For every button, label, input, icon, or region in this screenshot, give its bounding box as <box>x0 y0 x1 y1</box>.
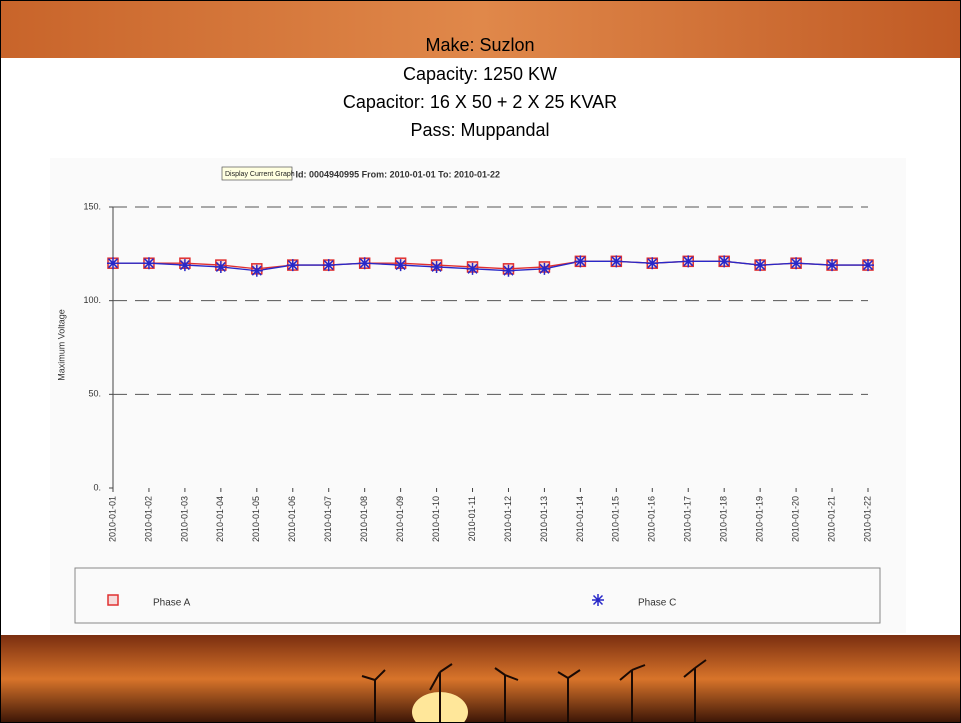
legend-label: Phase C <box>638 598 676 609</box>
data-point <box>790 257 802 269</box>
x-tick-label: 2010-01-06 <box>287 496 297 542</box>
x-tick-label: 2010-01-03 <box>179 496 189 542</box>
legend-marker <box>108 595 118 605</box>
legend-label: Phase A <box>153 598 191 609</box>
x-tick-label: 2010-01-01 <box>107 496 117 542</box>
y-tick-label: 0. <box>93 482 101 492</box>
y-axis-label: Maximum Voltage <box>56 309 66 381</box>
data-point <box>754 259 766 271</box>
data-point <box>682 255 694 267</box>
data-point <box>646 257 658 269</box>
data-point <box>107 257 119 269</box>
x-tick-label: 2010-01-14 <box>575 496 585 542</box>
data-point <box>215 261 227 273</box>
data-point <box>610 255 622 267</box>
data-point <box>502 265 514 277</box>
slide-line: Capacity: 1250 KW <box>403 64 557 84</box>
footer-image <box>0 635 961 723</box>
data-point <box>395 259 407 271</box>
x-tick-label: 2010-01-18 <box>719 496 729 542</box>
x-tick-label: 2010-01-17 <box>683 496 693 542</box>
data-point <box>143 257 155 269</box>
data-point <box>287 259 299 271</box>
x-tick-label: 2010-01-22 <box>862 496 872 542</box>
data-point <box>718 255 730 267</box>
y-tick-label: 50. <box>88 389 101 399</box>
slide-line: Capacitor: 16 X 50 + 2 X 25 KVAR <box>343 92 617 112</box>
data-point <box>574 255 586 267</box>
x-tick-label: 2010-01-19 <box>755 496 765 542</box>
tooltip: Display Current Graph <box>225 171 295 178</box>
data-point <box>862 259 874 271</box>
slide-line: Make: Suzlon <box>425 35 534 55</box>
data-point <box>251 265 263 277</box>
data-point <box>359 257 371 269</box>
x-tick-label: 2010-01-13 <box>539 496 549 542</box>
x-tick-label: 2010-01-20 <box>790 496 800 542</box>
data-point <box>538 263 550 275</box>
data-point <box>826 259 838 271</box>
y-tick-label: 150. <box>83 201 101 211</box>
x-tick-label: 2010-01-12 <box>503 496 513 542</box>
x-tick-label: 2010-01-09 <box>395 496 405 542</box>
data-point <box>431 261 443 273</box>
y-tick-label: 100. <box>83 295 101 305</box>
data-point <box>179 259 191 271</box>
x-tick-label: 2010-01-04 <box>215 496 225 542</box>
chart-background <box>50 158 906 633</box>
legend-marker <box>592 594 604 606</box>
data-point <box>323 259 335 271</box>
x-tick-label: 2010-01-05 <box>251 496 261 542</box>
x-tick-label: 2010-01-10 <box>431 496 441 542</box>
x-tick-label: 2010-01-02 <box>143 496 153 542</box>
x-tick-label: 2010-01-11 <box>467 496 477 541</box>
x-tick-label: 2010-01-21 <box>826 496 836 542</box>
x-tick-label: 2010-01-07 <box>323 496 333 542</box>
x-tick-label: 2010-01-15 <box>611 496 621 542</box>
data-point <box>467 263 479 275</box>
slide-line: Pass: Muppandal <box>410 120 549 140</box>
x-tick-label: 2010-01-16 <box>647 496 657 542</box>
x-tick-label: 2010-01-08 <box>359 496 369 542</box>
slide: Make: Suzlon Capacity: 1250 KW Capacitor… <box>0 0 961 723</box>
